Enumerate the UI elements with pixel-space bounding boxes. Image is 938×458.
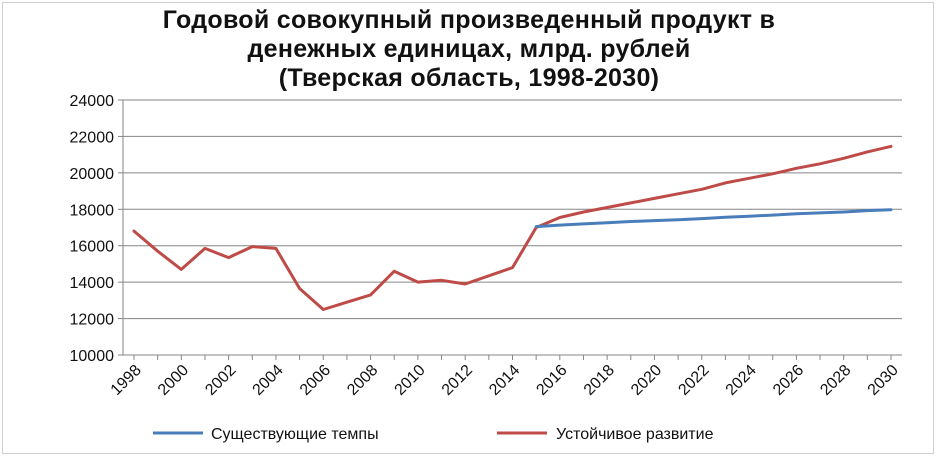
x-tick-label: 2024 xyxy=(723,362,760,399)
x-tick-label: 2020 xyxy=(628,362,665,399)
x-tick-label: 2018 xyxy=(581,362,618,399)
x-tick-label: 2030 xyxy=(865,362,902,399)
legend-label: Устойчивое развитие xyxy=(556,426,714,443)
legend-label: Существующие темпы xyxy=(211,426,379,443)
chart-title: Годовой совокупный произведенный продукт… xyxy=(0,6,938,93)
x-tick-label: 2014 xyxy=(486,362,523,399)
x-tick-label: 2004 xyxy=(250,362,287,399)
x-tick-label: 2010 xyxy=(392,362,429,399)
y-tick-label: 16000 xyxy=(70,239,115,256)
x-tick-label: 2026 xyxy=(770,362,807,399)
x-tick-label: 2012 xyxy=(439,362,476,399)
x-tick-label: 2022 xyxy=(675,362,712,399)
y-tick-label: 10000 xyxy=(70,348,115,365)
chart-title-line-2: денежных единицах, млрд. рублей xyxy=(247,35,691,63)
x-tick-label: 2008 xyxy=(344,362,381,399)
x-tick-label: 1998 xyxy=(108,362,145,399)
y-tick-label: 18000 xyxy=(70,202,115,219)
x-tick-label: 2002 xyxy=(202,362,239,399)
x-tick-label: 2016 xyxy=(533,362,570,399)
x-tick-label: 2028 xyxy=(817,362,854,399)
x-tick-label: 2000 xyxy=(155,362,192,399)
y-tick-label: 24000 xyxy=(70,93,115,110)
chart-title-line-1: Годовой совокупный произведенный продукт… xyxy=(162,6,776,34)
series-line-existing-rates xyxy=(534,208,893,229)
chart-title-line-3: (Тверская область, 1998-2030) xyxy=(278,64,660,92)
x-tick-label: 2006 xyxy=(297,362,334,399)
y-tick-label: 12000 xyxy=(70,312,115,329)
y-tick-label: 20000 xyxy=(70,166,115,183)
series-line-sustainable-development xyxy=(132,144,893,311)
y-tick-label: 22000 xyxy=(70,129,115,146)
y-tick-label: 14000 xyxy=(70,275,115,292)
